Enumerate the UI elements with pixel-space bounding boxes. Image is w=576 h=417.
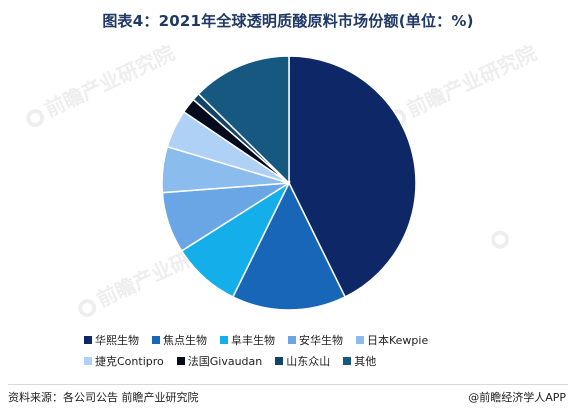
pie-slice-1: [231, 181, 347, 311]
legend-swatch: [356, 335, 364, 344]
legend-label: 山东众山: [286, 354, 331, 368]
legend-swatch: [220, 335, 228, 344]
pie-chart-svg: [161, 55, 417, 311]
legend: 华熙生物 焦点生物 阜丰生物 安华生物 日本Kewpie 捷克Contipro 法国Giva…: [84, 329, 524, 371]
source-note: 资料来源：各公司公告 前瞻产业研究院: [8, 391, 199, 404]
legend-label: 安华生物: [299, 333, 343, 347]
legend-row: 捷克Contipro 法国Givaudan 山东众山 其他: [84, 350, 524, 371]
legend-label: 焦点生物: [163, 333, 207, 347]
legend-swatch: [84, 335, 92, 344]
legend-label: 华熙生物: [95, 333, 139, 347]
legend-item: 焦点生物: [152, 332, 207, 348]
legend-item: 华熙生物: [84, 332, 139, 348]
legend-item: 山东众山: [275, 353, 330, 369]
legend-row: 华熙生物 焦点生物 阜丰生物 安华生物 日本Kewpie: [84, 329, 524, 350]
legend-swatch: [275, 356, 284, 365]
brand-credit: @前瞻经济学人APP: [468, 391, 566, 404]
pie-slice-0: [288, 55, 417, 298]
legend-swatch: [176, 356, 185, 365]
legend-item: 其他: [343, 353, 376, 369]
legend-label: 日本Kewpie: [367, 333, 429, 347]
footer-divider: [8, 384, 568, 385]
legend-swatch: [84, 356, 92, 365]
legend-swatch: [343, 356, 352, 365]
legend-item: 捷克Contipro: [84, 353, 164, 369]
legend-item: 安华生物: [288, 332, 343, 348]
legend-label: 捷克Contipro: [95, 354, 164, 368]
legend-item: 阜丰生物: [220, 332, 275, 348]
legend-label: 法国Givaudan: [187, 354, 263, 368]
legend-item: 法国Givaudan: [176, 353, 263, 369]
legend-label: 其他: [354, 354, 377, 368]
pie-chart: [161, 55, 417, 311]
legend-swatch: [152, 335, 160, 344]
chart-title: 图表4：2021年全球透明质酸原料市场份额(单位：%): [102, 12, 474, 30]
legend-item: 日本Kewpie: [356, 332, 428, 348]
legend-label: 阜丰生物: [231, 333, 275, 347]
legend-swatch: [288, 335, 296, 344]
pie-slice-8: [197, 55, 290, 185]
